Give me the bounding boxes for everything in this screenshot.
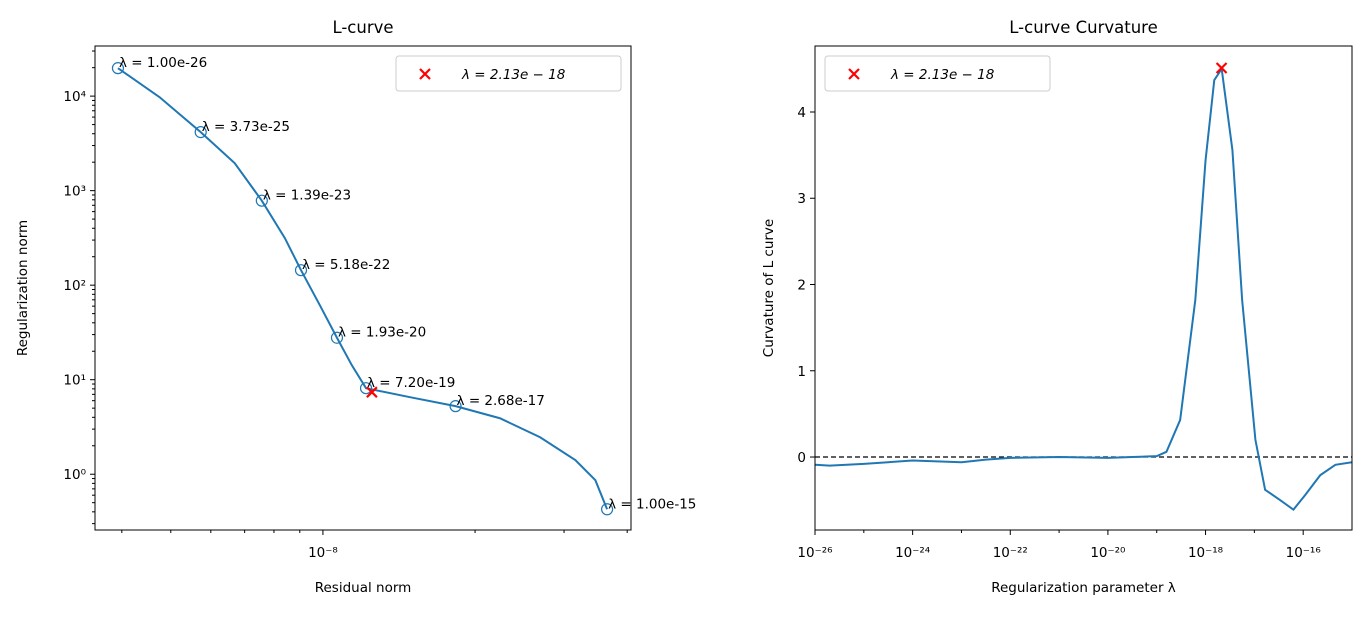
y-tick-label: 2 [797, 278, 806, 294]
curve [815, 66, 1352, 512]
x-tick-label: 10⁻²⁴ [895, 545, 930, 561]
y-tick-label: 4 [797, 105, 806, 121]
legend-label: λ = 2.13e − 18 [890, 67, 994, 83]
y-tick-label: 10⁰ [63, 467, 86, 483]
y-tick-label: 10⁴ [63, 89, 86, 105]
point [449, 400, 462, 413]
point [330, 331, 344, 344]
x-tick-label: 10⁻⁸ [308, 545, 338, 561]
plot-frame [94, 45, 632, 531]
legend-label: λ = 2.13e − 18 [461, 67, 565, 83]
point-label: λ = 7.20e-19 [367, 375, 455, 391]
y-tick-label: 10² [63, 278, 86, 294]
point-label: λ = 5.18e-22 [302, 257, 390, 273]
chart-title: L-curve [332, 18, 393, 37]
point [194, 126, 207, 139]
optimum-marker [366, 386, 378, 398]
legend-marker [419, 68, 431, 80]
point-label: λ = 2.68e-17 [457, 393, 545, 409]
subplot: L-curve Residual norm Regularization norm 1… [15, 18, 696, 596]
x-axis-label: Regularization parameter λ [991, 580, 1176, 596]
point [359, 382, 373, 395]
y-tick-label: 0 [797, 450, 806, 466]
point [111, 62, 125, 75]
x-tick-label: 10⁻¹⁶ [1286, 545, 1321, 561]
point-label: λ = 1.00e-15 [608, 496, 696, 512]
subplot: L-curve Curvature Regularization paramete… [761, 18, 1353, 596]
x-tick-label: 10⁻¹⁸ [1188, 545, 1223, 561]
point [600, 503, 614, 516]
legend-box [824, 55, 1051, 92]
y-tick-label: 10¹ [63, 373, 86, 389]
x-tick-label: 10⁻²⁰ [1090, 545, 1125, 561]
optimum-marker [1215, 62, 1228, 74]
legend-marker [848, 68, 860, 80]
point [255, 194, 268, 207]
x-tick-label: 10⁻²⁶ [797, 545, 832, 561]
plot-frame [814, 45, 1353, 531]
point-label: λ = 1.00e-26 [119, 55, 207, 71]
x-tick-label: 10⁻²² [993, 545, 1028, 561]
y-axis-label: Curvature of L curve [761, 219, 777, 357]
point-label: λ = 1.39e-23 [263, 188, 351, 204]
legend-box [395, 55, 622, 92]
point-label: λ = 1.93e-20 [338, 325, 426, 341]
y-tick-label: 3 [797, 191, 806, 207]
y-tick-label: 1 [797, 364, 806, 380]
x-axis-label: Residual norm [315, 580, 412, 596]
point-label: λ = 3.73e-25 [202, 119, 290, 135]
y-tick-label: 10³ [63, 184, 86, 200]
chart-title: L-curve Curvature [1009, 18, 1157, 37]
y-axis-label: Regularization norm [15, 220, 31, 356]
curve [117, 67, 609, 510]
point [294, 264, 308, 277]
